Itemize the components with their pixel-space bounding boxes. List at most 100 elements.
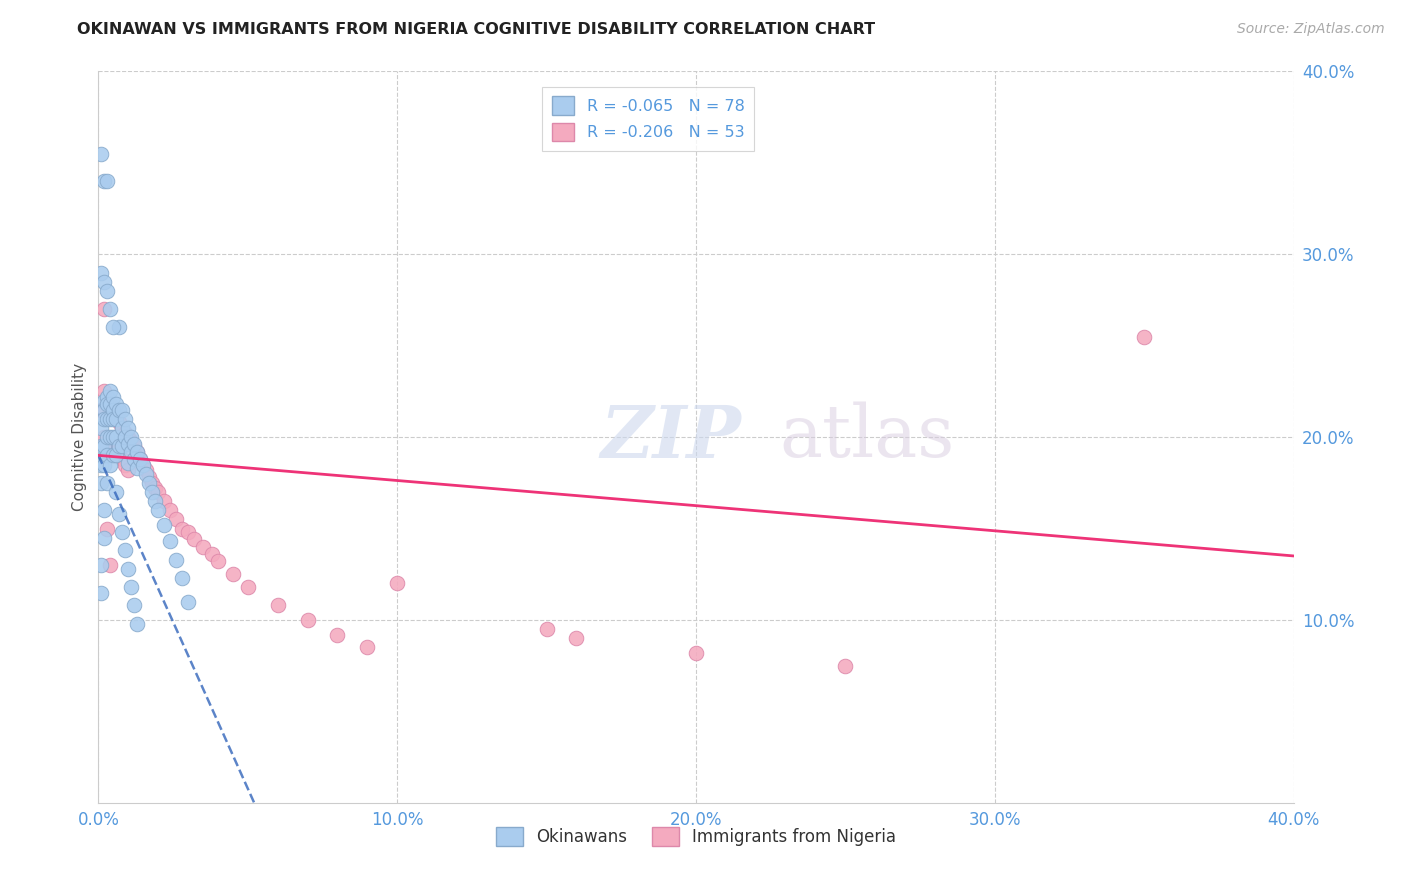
Point xyxy=(93,458,115,472)
Point xyxy=(90,266,112,280)
Point xyxy=(103,402,125,417)
Point xyxy=(93,174,115,188)
Point xyxy=(124,439,146,453)
Point xyxy=(105,444,128,458)
Point xyxy=(129,452,152,467)
Point xyxy=(105,408,128,422)
Point xyxy=(103,320,125,334)
Point xyxy=(143,481,166,495)
Point xyxy=(117,456,139,470)
Point xyxy=(565,632,588,646)
Point xyxy=(111,421,134,435)
Point xyxy=(96,393,118,408)
Point xyxy=(93,503,115,517)
Point xyxy=(108,507,131,521)
Point xyxy=(114,412,136,426)
Point xyxy=(117,437,139,451)
Point xyxy=(143,494,166,508)
Point xyxy=(93,531,115,545)
Point xyxy=(183,533,205,547)
Point xyxy=(120,580,142,594)
Point xyxy=(103,390,125,404)
Point xyxy=(105,448,128,462)
Point xyxy=(90,402,112,417)
Point xyxy=(172,571,194,585)
Point xyxy=(148,503,170,517)
Point xyxy=(96,430,118,444)
Point xyxy=(326,627,349,641)
Point xyxy=(96,521,118,535)
Point xyxy=(96,174,118,188)
Point xyxy=(165,512,187,526)
Point xyxy=(159,534,181,549)
Point xyxy=(105,397,128,411)
Point xyxy=(385,576,409,591)
Point xyxy=(267,599,290,613)
Point xyxy=(141,475,163,490)
Point xyxy=(127,616,149,631)
Point xyxy=(96,448,118,462)
Point xyxy=(117,463,139,477)
Point xyxy=(114,430,136,444)
Point xyxy=(111,421,134,435)
Point xyxy=(165,552,187,566)
Point xyxy=(90,458,112,472)
Point xyxy=(114,458,136,472)
Point xyxy=(120,444,142,458)
Point xyxy=(90,146,112,161)
Point xyxy=(90,439,112,453)
Point xyxy=(93,439,115,453)
Point xyxy=(201,547,224,561)
Point xyxy=(96,284,118,298)
Text: Source: ZipAtlas.com: Source: ZipAtlas.com xyxy=(1237,22,1385,37)
Point xyxy=(108,416,131,430)
Point xyxy=(153,517,176,532)
Point xyxy=(127,444,149,458)
Point xyxy=(127,444,149,458)
Point xyxy=(105,430,128,444)
Point xyxy=(93,275,115,289)
Point xyxy=(98,430,122,444)
Point xyxy=(114,543,136,558)
Point xyxy=(93,301,115,317)
Point xyxy=(105,412,128,426)
Point xyxy=(129,452,152,467)
Point xyxy=(111,525,134,540)
Text: ZIP: ZIP xyxy=(600,401,741,473)
Point xyxy=(103,439,125,453)
Legend: Okinawans, Immigrants from Nigeria: Okinawans, Immigrants from Nigeria xyxy=(489,821,903,853)
Point xyxy=(96,397,118,411)
Point xyxy=(138,475,160,490)
Point xyxy=(114,426,136,441)
Point xyxy=(177,525,200,540)
Point xyxy=(124,437,146,451)
Point xyxy=(148,485,170,500)
Point xyxy=(108,402,131,417)
Point xyxy=(834,658,856,673)
Point xyxy=(90,585,112,599)
Point xyxy=(93,412,115,426)
Point xyxy=(135,463,157,477)
Point xyxy=(108,320,131,334)
Point xyxy=(172,521,194,535)
Point xyxy=(98,558,122,573)
Point xyxy=(98,397,122,411)
Point xyxy=(132,458,155,472)
Point xyxy=(90,475,112,490)
Point xyxy=(103,430,125,444)
Point xyxy=(105,485,128,500)
Point xyxy=(236,580,259,594)
Point xyxy=(191,540,214,554)
Point xyxy=(124,452,146,467)
Point xyxy=(207,554,229,568)
Point xyxy=(98,412,122,426)
Point xyxy=(111,452,134,467)
Point xyxy=(108,439,131,453)
Point xyxy=(138,470,160,484)
Point xyxy=(120,434,142,448)
Point xyxy=(222,567,245,582)
Y-axis label: Cognitive Disability: Cognitive Disability xyxy=(72,363,87,511)
Point xyxy=(135,467,157,481)
Point xyxy=(98,397,122,411)
Point xyxy=(96,412,118,426)
